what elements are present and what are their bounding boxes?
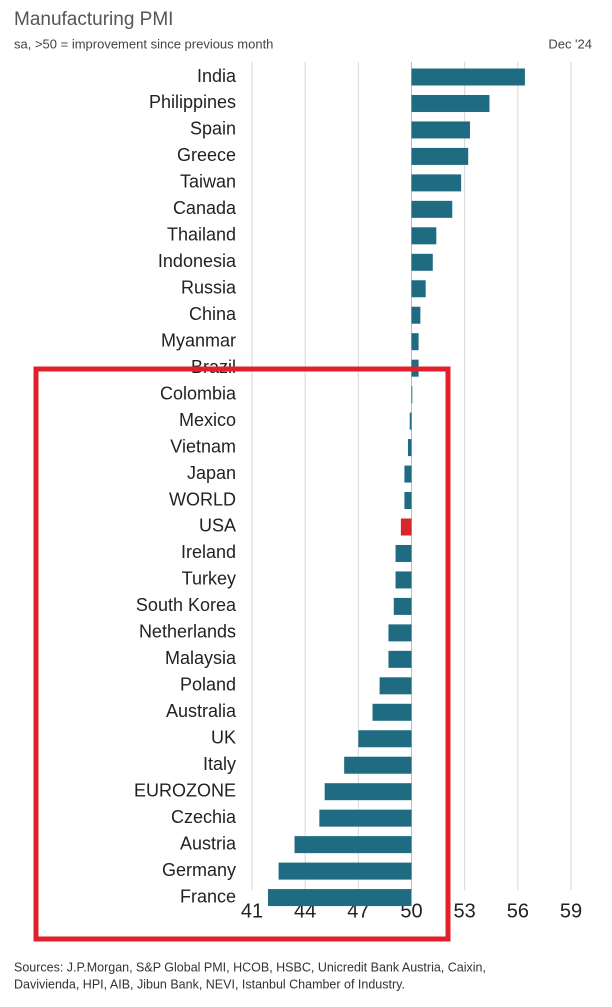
bar	[400, 518, 412, 536]
y-tick-label: Indonesia	[158, 251, 237, 271]
bar	[411, 174, 462, 192]
x-tick-label: 53	[454, 900, 476, 922]
y-tick-label: USA	[199, 516, 236, 536]
x-tick-label: 41	[241, 900, 263, 922]
bar	[395, 571, 412, 589]
y-tick-label: Vietnam	[170, 436, 236, 456]
bar	[411, 121, 470, 139]
y-tick-label: Netherlands	[139, 622, 236, 642]
highlight-box	[33, 366, 451, 942]
y-tick-label: WORLD	[169, 489, 236, 509]
y-tick-label: Philippines	[149, 92, 236, 112]
source-note: Sources: J.P.Morgan, S&P Global PMI, HCO…	[14, 960, 486, 974]
bar	[411, 68, 525, 86]
y-tick-label: France	[180, 886, 236, 906]
x-tick-label: 59	[560, 900, 582, 922]
bar	[267, 889, 412, 907]
bar	[404, 465, 412, 483]
bar	[411, 306, 421, 324]
bar	[344, 756, 412, 774]
bar	[411, 227, 437, 245]
y-tick-label: Poland	[180, 675, 236, 695]
y-tick-label: Malaysia	[165, 648, 237, 668]
y-tick-label: Colombia	[160, 383, 237, 403]
y-tick-label: Russia	[181, 278, 237, 298]
bar	[411, 147, 469, 165]
y-tick-label: Myanmar	[161, 330, 236, 350]
y-tick-label: Czechia	[171, 807, 237, 827]
bar	[388, 624, 412, 642]
bar	[319, 809, 412, 827]
y-tick-label: Austria	[180, 833, 237, 853]
y-tick-label: Japan	[187, 463, 236, 483]
y-tick-label: South Korea	[136, 595, 237, 615]
bar	[409, 412, 412, 430]
y-tick-label: Ireland	[181, 542, 236, 562]
bar	[404, 492, 412, 510]
y-tick-label: Mexico	[179, 410, 236, 430]
bar	[388, 650, 412, 668]
bar	[379, 677, 412, 695]
chart-subtitle: sa, >50 = improvement since previous mon…	[14, 36, 273, 51]
bar	[294, 836, 412, 854]
bar	[324, 783, 412, 801]
bar	[393, 597, 412, 615]
bar	[411, 253, 433, 271]
y-tick-label: UK	[211, 728, 236, 748]
bar	[411, 333, 419, 351]
y-tick-label: Italy	[203, 754, 236, 774]
bar	[395, 544, 412, 562]
y-tick-label: China	[189, 304, 237, 324]
y-tick-label: EUROZONE	[134, 780, 236, 800]
bar	[278, 862, 412, 880]
bar	[407, 439, 412, 457]
bar	[411, 200, 453, 218]
bar	[358, 730, 412, 748]
bar	[411, 280, 426, 298]
y-tick-label: Turkey	[182, 569, 236, 589]
y-tick-label: Taiwan	[180, 172, 236, 192]
y-tick-label: India	[197, 66, 237, 86]
y-tick-label: Canada	[173, 198, 237, 218]
chart-title: Manufacturing PMI	[14, 9, 173, 30]
x-tick-label: 56	[507, 900, 529, 922]
source-note: Davivienda, HPI, AIB, Jibun Bank, NEVI, …	[14, 977, 405, 991]
y-tick-label: Spain	[190, 119, 236, 139]
y-tick-label: Greece	[177, 145, 236, 165]
y-tick-label: Germany	[162, 860, 236, 880]
bar	[372, 703, 412, 721]
bar	[411, 386, 413, 404]
y-tick-label: Australia	[166, 701, 237, 721]
chart-date: Dec '24	[548, 36, 592, 51]
bar	[411, 94, 490, 112]
y-tick-label: Thailand	[167, 225, 236, 245]
